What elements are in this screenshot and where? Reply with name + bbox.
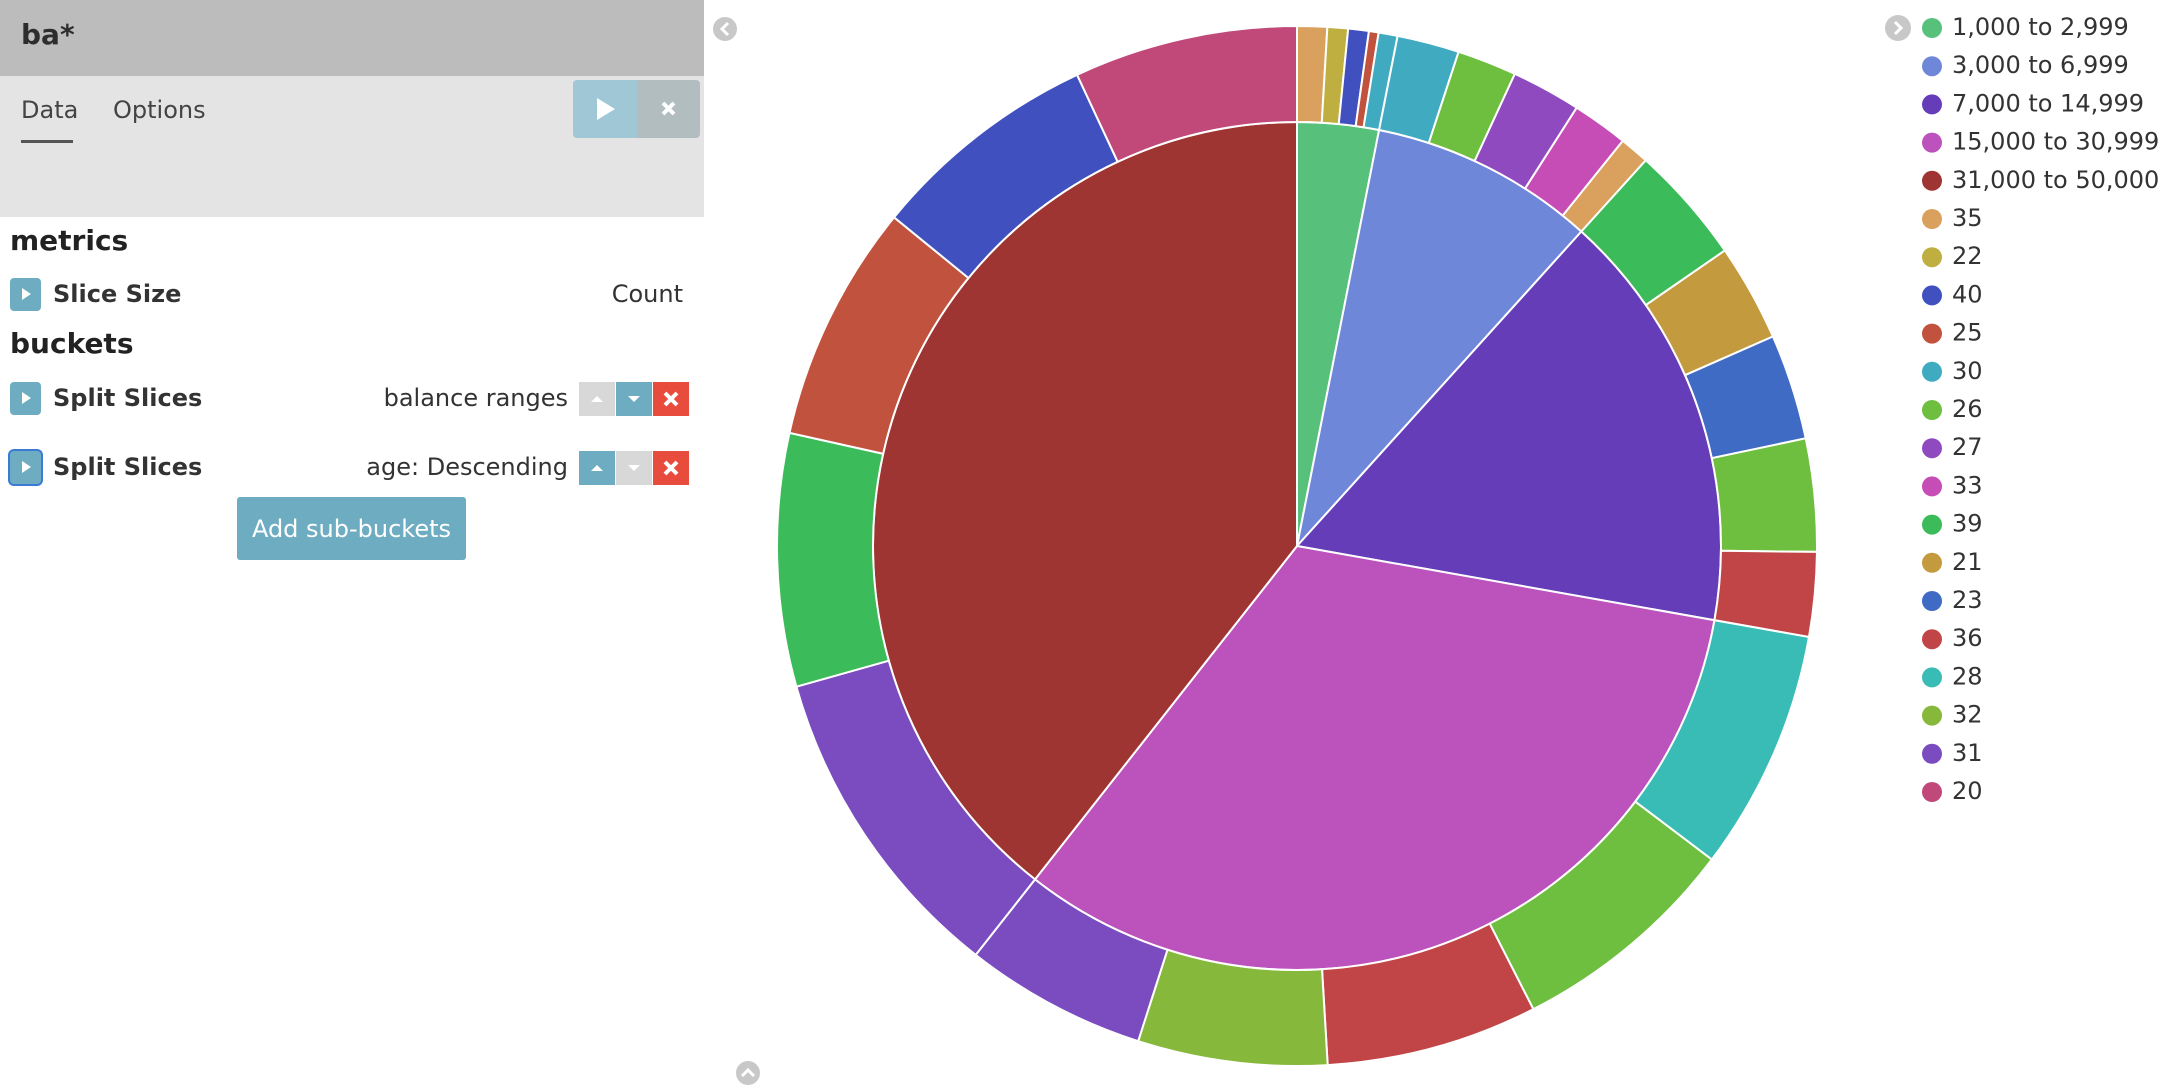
legend-label[interactable]: 35	[1952, 204, 1983, 232]
move-up-button[interactable]	[579, 451, 615, 485]
legend-swatch	[1922, 18, 1942, 38]
legend-swatch	[1922, 247, 1942, 268]
legend-swatch	[1922, 629, 1942, 650]
legend-swatch	[1922, 323, 1942, 344]
legend-label[interactable]: 3,000 to 6,999	[1952, 51, 2129, 79]
legend-label[interactable]: 23	[1952, 586, 1983, 614]
tab[interactable]: Data	[21, 96, 79, 124]
spy-toggle-icon[interactable]	[736, 1061, 760, 1085]
legend-label[interactable]: 21	[1952, 548, 1983, 576]
move-up-button[interactable]	[579, 382, 615, 416]
legend-label[interactable]: 20	[1952, 777, 1983, 805]
legend-label[interactable]: 15,000 to 30,999	[1952, 128, 2158, 156]
legend-swatch	[1922, 438, 1942, 459]
legend-label[interactable]: 32	[1952, 701, 1983, 729]
legend-label[interactable]: 36	[1952, 624, 1983, 652]
legend-swatch	[1922, 514, 1942, 535]
legend-swatch	[1922, 361, 1942, 382]
legend-label[interactable]: 30	[1952, 357, 1983, 385]
legend-swatch	[1922, 782, 1942, 802]
tab[interactable]: Options	[113, 96, 206, 124]
legend-swatch	[1922, 94, 1942, 115]
discard-button[interactable]	[637, 80, 700, 138]
legend-label[interactable]: 31	[1952, 739, 1983, 767]
toggle[interactable]	[10, 451, 41, 484]
remove-button[interactable]	[653, 382, 689, 416]
legend-label[interactable]: 1,000 to 2,999	[1952, 13, 2129, 41]
legend-label[interactable]: 25	[1952, 319, 1983, 347]
apply-button[interactable]	[573, 80, 637, 138]
legend-swatch	[1922, 209, 1942, 229]
legend-label[interactable]: 27	[1952, 433, 1983, 461]
move-down-button[interactable]	[616, 382, 652, 416]
legend-swatch	[1922, 591, 1942, 611]
legend-label[interactable]: 26	[1952, 395, 1983, 423]
legend-swatch	[1922, 743, 1942, 764]
legend-swatch	[1922, 132, 1942, 153]
tab-underline	[21, 140, 73, 143]
agg-label: Split Slices	[53, 384, 203, 412]
legend-swatch	[1922, 705, 1942, 726]
legend-label[interactable]: 7,000 to 14,999	[1952, 89, 2144, 117]
legend-swatch	[1922, 552, 1942, 573]
remove-button[interactable]	[653, 451, 689, 485]
legend-swatch	[1922, 400, 1942, 420]
agg-label: Slice Size	[53, 280, 182, 308]
legend-label[interactable]: 39	[1952, 510, 1983, 538]
add-sub-buckets-button[interactable]: Add sub-buckets	[237, 497, 466, 560]
legend-label[interactable]: 22	[1952, 242, 1983, 270]
chart: 1,000 to 2,999 3,000 to 6,999 7,000 to 14,…	[713, 13, 2158, 1085]
move-down-button[interactable]	[616, 451, 652, 485]
outer-slice	[1075, 24, 1298, 164]
legend-swatch	[1922, 56, 1942, 77]
agg-label: Split Slices	[53, 453, 203, 481]
legend-label[interactable]: 28	[1952, 662, 1983, 690]
section-heading: buckets	[10, 327, 134, 360]
legend-swatch	[1922, 476, 1942, 497]
section-heading: metrics	[10, 224, 129, 257]
toggle[interactable]	[10, 278, 41, 311]
outer-slice	[1710, 437, 1818, 553]
legend-swatch	[1922, 170, 1942, 191]
agg-value: Count	[611, 280, 683, 308]
legend-label[interactable]: 40	[1952, 280, 1983, 308]
agg-value: balance ranges	[383, 384, 568, 412]
legend-label[interactable]: 31,000 to 50,000	[1952, 166, 2158, 194]
legend-swatch	[1922, 285, 1942, 306]
editor-header	[0, 0, 704, 76]
collapse-icon[interactable]	[713, 17, 737, 41]
agg-value: age: Descending	[366, 453, 568, 481]
outer-slice	[776, 431, 891, 688]
legend-toggle-icon[interactable]	[1885, 15, 1911, 41]
toggle[interactable]	[10, 382, 41, 415]
index-title: ba*	[21, 18, 75, 51]
legend-swatch	[1922, 667, 1942, 688]
legend-label[interactable]: 33	[1952, 471, 1983, 499]
